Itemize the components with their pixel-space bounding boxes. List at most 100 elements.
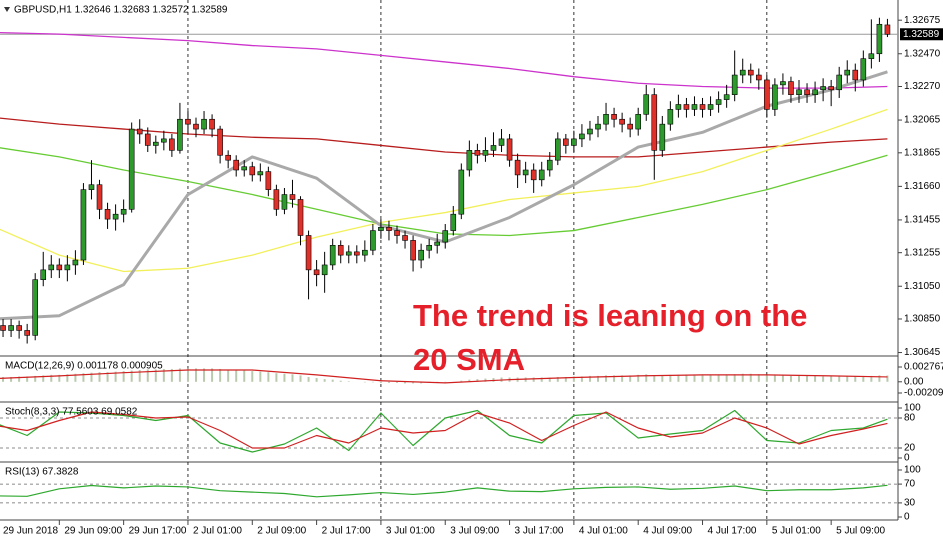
moving-average xyxy=(0,31,888,89)
candle-body xyxy=(764,79,770,110)
candle-body xyxy=(659,123,666,151)
candle-body xyxy=(804,89,810,95)
candle-body xyxy=(353,251,360,256)
candle-body xyxy=(241,166,248,171)
panel-label: RSI(13) 67.3828 xyxy=(5,467,79,478)
candle-body xyxy=(498,138,505,146)
candle-body xyxy=(836,74,843,91)
candle-body xyxy=(675,104,682,110)
candle-body xyxy=(265,171,272,190)
candle-body xyxy=(257,171,264,176)
indicator-line xyxy=(0,409,888,453)
candle-body xyxy=(852,69,859,81)
candle-body xyxy=(281,194,288,210)
candle-body xyxy=(8,325,14,331)
y-tick-label: 1.31660 xyxy=(904,181,941,192)
y-tick-label: 0 xyxy=(904,512,910,523)
x-tick-label: 3 Jul 17:00 xyxy=(515,526,564,537)
candle-body xyxy=(233,159,239,171)
candle-body xyxy=(619,118,625,125)
x-tick-label: 4 Jul 17:00 xyxy=(708,526,757,537)
candle-body xyxy=(177,118,183,151)
candle-body xyxy=(249,166,256,176)
candle-body xyxy=(321,264,328,276)
text-layer: 1.32675 1.32470 1.32270 1.32065 1.31865 1.316… xyxy=(3,15,943,537)
candle-body xyxy=(378,226,384,231)
candle-body xyxy=(56,264,63,271)
candle-body xyxy=(40,269,47,280)
candle-body xyxy=(490,145,497,151)
candle-body xyxy=(297,199,304,236)
candle-body xyxy=(386,226,392,231)
candle-body xyxy=(0,325,6,331)
y-tick-label: 1.32065 xyxy=(904,115,941,126)
candle-body xyxy=(530,169,537,181)
panel-frames xyxy=(0,0,899,521)
candle-body xyxy=(587,128,593,135)
candle-body xyxy=(418,249,424,261)
y-tick-label: 1.31050 xyxy=(904,281,941,292)
candle-body xyxy=(362,249,368,256)
candle-body xyxy=(24,330,30,336)
candle-body xyxy=(788,81,794,95)
candle-body xyxy=(402,235,408,241)
annotation: 20 SMA xyxy=(413,342,525,377)
chart-title: GBPUSD,H1 1.32646 1.32683 1.32572 1.3258… xyxy=(14,5,228,16)
x-tick-label: 5 Jul 01:00 xyxy=(772,526,821,537)
candle-body xyxy=(884,24,891,35)
candle-body xyxy=(780,81,786,86)
candle-body xyxy=(707,104,714,110)
candle-body xyxy=(755,74,762,81)
symbol-icon xyxy=(4,7,10,12)
candle-body xyxy=(217,128,223,156)
y-tick-label: 0 xyxy=(904,453,910,464)
candle-body xyxy=(683,104,690,110)
candle-body xyxy=(273,189,280,210)
candle-body xyxy=(723,94,730,100)
x-tick-label: 4 Jul 09:00 xyxy=(643,526,692,537)
candle-body xyxy=(201,118,207,130)
price-box xyxy=(900,28,943,41)
candle-body xyxy=(305,235,312,271)
candle-body xyxy=(289,194,296,200)
candle-body xyxy=(538,169,545,181)
candle-body xyxy=(370,230,376,251)
annotation: The trend is leaning on the xyxy=(413,298,807,333)
candle-body xyxy=(482,150,489,156)
candle-body xyxy=(185,118,191,125)
x-tick-label: 3 Jul 09:00 xyxy=(450,526,499,537)
candle-body xyxy=(161,138,167,143)
candle-body xyxy=(16,325,22,331)
candle-body xyxy=(627,123,633,130)
y-tick-label: 1.32470 xyxy=(904,48,941,59)
x-tick-label: 29 Jun 2018 xyxy=(3,526,58,537)
candle-body xyxy=(772,84,778,110)
x-tick-label: 4 Jul 01:00 xyxy=(579,526,628,537)
indicator-line xyxy=(0,484,888,498)
panel-label: MACD(12,26,9) 0.001178 0.000905 xyxy=(5,361,163,372)
candle-body xyxy=(345,251,352,256)
x-tick-label: 5 Jul 09:00 xyxy=(836,526,885,537)
y-tick-label: 1.31455 xyxy=(904,215,941,226)
candle-body xyxy=(860,58,867,81)
candle-body xyxy=(225,154,231,161)
candle-body xyxy=(579,133,585,140)
candle-body xyxy=(522,169,529,176)
candle-body xyxy=(506,138,513,161)
candle-body xyxy=(747,69,754,76)
candle-body xyxy=(739,69,746,76)
y-tick-label: 0.00 xyxy=(904,376,924,387)
x-tick-label: 2 Jul 17:00 xyxy=(322,526,371,537)
y-tick-label: -0.002096 xyxy=(904,388,943,399)
price-box-label: 1.32589 xyxy=(903,29,940,40)
candle-body xyxy=(474,150,481,156)
candle-body xyxy=(611,114,617,120)
candle-body xyxy=(72,259,79,266)
candle-body xyxy=(844,69,851,76)
candle-body xyxy=(64,264,71,271)
candle-body xyxy=(563,138,569,146)
candle-body xyxy=(209,118,215,130)
candle-body xyxy=(715,99,722,105)
